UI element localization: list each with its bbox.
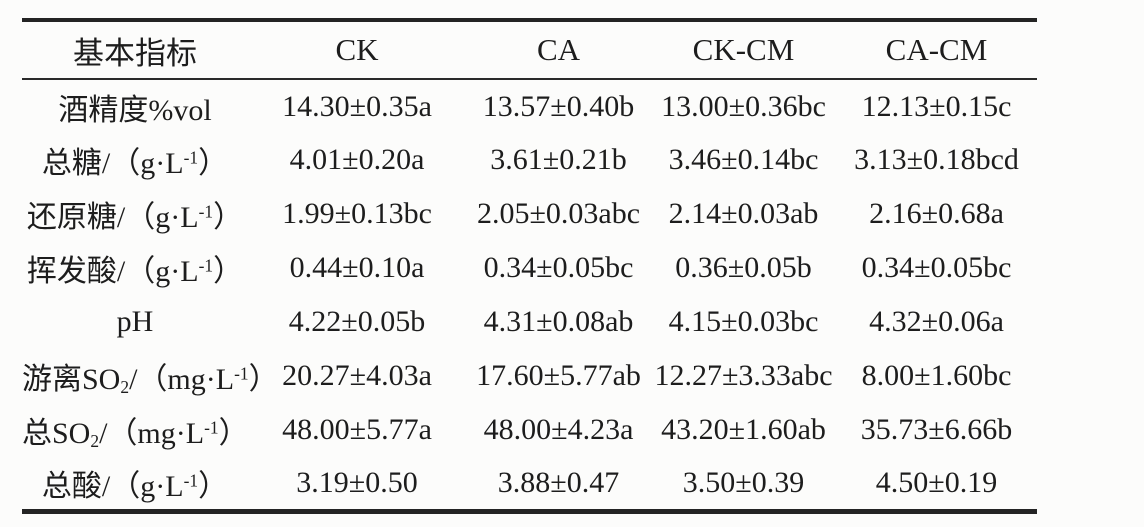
cell-value: 2.14±0.03ab bbox=[668, 197, 819, 230]
cell-value: 2.05±0.03abc bbox=[476, 197, 641, 230]
cell-value: 8.00±1.60bc bbox=[861, 359, 1012, 392]
row-label: 还原糖/（g·L-1） bbox=[22, 187, 248, 241]
table-row: 总酸/（g·L-1） 3.19±0.50 3.88±0.47 3.50±0.39 4.5… bbox=[22, 457, 1037, 511]
cell-value: 1.99±0.13bc bbox=[282, 197, 432, 230]
label-text: ） bbox=[213, 255, 244, 288]
row-label: 酒精度%vol bbox=[22, 79, 248, 133]
column-header: CA bbox=[536, 32, 581, 67]
table-row: 还原糖/（g·L-1） 1.99±0.13bc 2.05±0.03abc 2.14±0… bbox=[22, 187, 1037, 241]
table-wrap: 基本指标 CK CA CK-CM CA-CM 酒精度%vol 14.30±0.35a 13.… bbox=[22, 18, 1037, 514]
basic-indicators-table: 基本指标 CK CA CK-CM CA-CM 酒精度%vol 14.30±0.35a 13.… bbox=[22, 18, 1037, 514]
table-row: 挥发酸/（g·L-1） 0.44±0.10a 0.34±0.05bc 0.36±0.0… bbox=[22, 241, 1037, 295]
row-label: pH bbox=[22, 295, 248, 349]
table-header: 基本指标 CK CA CK-CM CA-CM bbox=[22, 20, 1037, 79]
unit-superscript: -1 bbox=[183, 470, 199, 491]
label-text: 还原糖/（g·L bbox=[26, 201, 199, 234]
cell-value: 3.88±0.47 bbox=[497, 465, 620, 499]
column-header: 基本指标 bbox=[73, 35, 197, 71]
cell-value: 4.50±0.19 bbox=[875, 465, 998, 499]
cell-value: 12.27±3.33abc bbox=[654, 359, 833, 392]
cell-value: 20.27±4.03a bbox=[282, 359, 432, 392]
cell-value: 17.60±5.77ab bbox=[476, 359, 641, 392]
label-text: /（mg·L bbox=[129, 363, 235, 396]
column-header: CA-CM bbox=[885, 32, 988, 67]
row-label: 总酸/（g·L-1） bbox=[22, 457, 248, 511]
row-label: 总SO2/（mg·L-1） bbox=[22, 403, 249, 457]
cell-value: 2.16±0.68a bbox=[869, 197, 1004, 230]
table-body: 酒精度%vol 14.30±0.35a 13.57±0.40b 13.00±0.36b… bbox=[22, 79, 1037, 511]
label-text: 挥发酸/（g·L bbox=[26, 255, 199, 288]
cell-value: 4.32±0.06a bbox=[869, 305, 1004, 338]
label-text: 游离SO bbox=[22, 363, 121, 396]
row-label: 挥发酸/（g·L-1） bbox=[22, 241, 248, 295]
unit-superscript: -1 bbox=[198, 201, 214, 222]
row-label: 总糖/（g·L-1） bbox=[22, 133, 248, 187]
cell-value: 4.01±0.20a bbox=[289, 143, 425, 176]
cell-value: 12.13±0.15c bbox=[861, 89, 1012, 123]
header-row: 基本指标 CK CA CK-CM CA-CM bbox=[22, 20, 1037, 79]
label-text: pH bbox=[116, 305, 154, 338]
table-row: 总糖/（g·L-1） 4.01±0.20a 3.61±0.21b 3.46±0.14b… bbox=[22, 133, 1037, 187]
label-text: ） bbox=[213, 201, 244, 234]
unit-superscript: -1 bbox=[234, 363, 249, 384]
cell-value: 14.30±0.35a bbox=[282, 89, 432, 123]
cell-value: 3.19±0.50 bbox=[296, 465, 418, 499]
cell-value: 0.44±0.10a bbox=[289, 251, 425, 284]
column-header: CK bbox=[335, 32, 379, 67]
cell-value: 13.57±0.40b bbox=[482, 89, 635, 123]
cell-value: 3.50±0.39 bbox=[682, 465, 805, 499]
cell-value: 0.34±0.05bc bbox=[483, 251, 634, 284]
cell-value: 3.61±0.21b bbox=[490, 143, 627, 176]
cell-value: 0.36±0.05b bbox=[675, 251, 812, 284]
cell-value: 4.31±0.08ab bbox=[483, 305, 634, 338]
cell-value: 48.00±5.77a bbox=[282, 413, 432, 446]
label-text: ） bbox=[198, 147, 229, 180]
column-header: CK-CM bbox=[692, 32, 795, 67]
table-row: 酒精度%vol 14.30±0.35a 13.57±0.40b 13.00±0.36b… bbox=[22, 79, 1037, 133]
cell-value: 35.73±6.66b bbox=[860, 413, 1013, 446]
chem-subscript: 2 bbox=[90, 430, 100, 451]
cell-value: 4.15±0.03bc bbox=[668, 305, 819, 338]
cell-value: 3.13±0.18bcd bbox=[854, 143, 1019, 176]
table-row: 总SO2/（mg·L-1） 48.00±5.77a 48.00±4.23a 43.20… bbox=[22, 403, 1037, 457]
chem-subscript: 2 bbox=[120, 376, 130, 397]
row-label: 游离SO2/（mg·L-1） bbox=[22, 349, 279, 403]
label-text: ） bbox=[198, 469, 229, 503]
unit-superscript: -1 bbox=[198, 255, 214, 276]
label-text: ） bbox=[218, 417, 249, 450]
table-row: 游离SO2/（mg·L-1） 20.27±4.03a 17.60±5.77ab 12.… bbox=[22, 349, 1037, 403]
label-text: ） bbox=[248, 363, 279, 396]
unit-superscript: -1 bbox=[183, 147, 199, 168]
cell-value: 13.00±0.36bc bbox=[661, 89, 826, 123]
label-text: 总SO bbox=[22, 417, 91, 450]
unit-superscript: -1 bbox=[204, 417, 219, 438]
table-row: pH 4.22±0.05b 4.31±0.08ab 4.15±0.03bc 4.32±0… bbox=[22, 295, 1037, 349]
label-text: 总酸/（g·L bbox=[41, 469, 184, 503]
cell-value: 48.00±4.23a bbox=[483, 413, 634, 446]
cell-value: 0.34±0.05bc bbox=[861, 251, 1012, 284]
cell-value: 4.22±0.05b bbox=[288, 305, 426, 338]
label-text: 总糖/（g·L bbox=[41, 147, 184, 180]
cell-value: 3.46±0.14bc bbox=[668, 143, 819, 176]
label-text: /（mg·L bbox=[99, 417, 205, 450]
label-text: 酒精度%vol bbox=[58, 93, 212, 127]
cell-value: 43.20±1.60ab bbox=[661, 413, 826, 446]
